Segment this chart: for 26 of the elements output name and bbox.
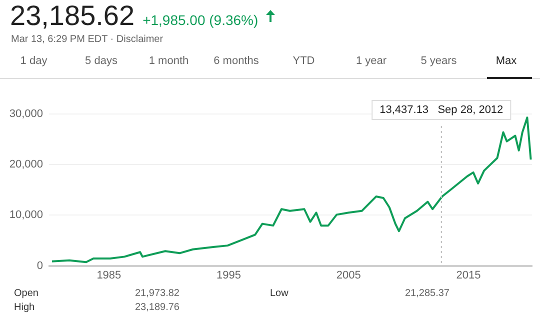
chart-title: 23,185.62 — [10, 0, 135, 32]
text: Low — [270, 288, 290, 301]
y-tick-label: 30,000 — [9, 108, 43, 120]
text: 1 month — [148, 54, 190, 69]
text: 23,189.76 — [135, 302, 180, 315]
ref-line-label: 13,437.13 Sep 28, 2012 — [380, 104, 504, 116]
text: 21,285.37 — [405, 288, 450, 301]
text: 5 years — [420, 54, 458, 69]
x-tick-label: 2015 — [456, 269, 481, 282]
text: Open — [13, 288, 40, 301]
y-tick-label: 0 — [36, 260, 43, 272]
x-tick-label: 2005 — [336, 269, 361, 282]
text: 1 day — [19, 54, 48, 69]
text: High — [13, 302, 36, 315]
text: 6 months — [212, 54, 260, 69]
text: 5 days — [84, 54, 118, 69]
y-tick-label: 10,000 — [9, 209, 43, 222]
text: 1 year — [354, 54, 388, 69]
x-tick-label: 1995 — [216, 269, 242, 282]
text: Max — [494, 54, 518, 69]
chart-subtitle: +1,985.00 (9.36%) — [142, 12, 258, 28]
text: YTD — [292, 54, 316, 69]
text: 21,973.82 — [135, 288, 180, 301]
text: Mar 13, 6:29 PM EDT · Disclaimer — [11, 34, 164, 45]
y-tick-label: 20,000 — [9, 158, 43, 171]
x-tick-label: 1985 — [96, 269, 122, 282]
